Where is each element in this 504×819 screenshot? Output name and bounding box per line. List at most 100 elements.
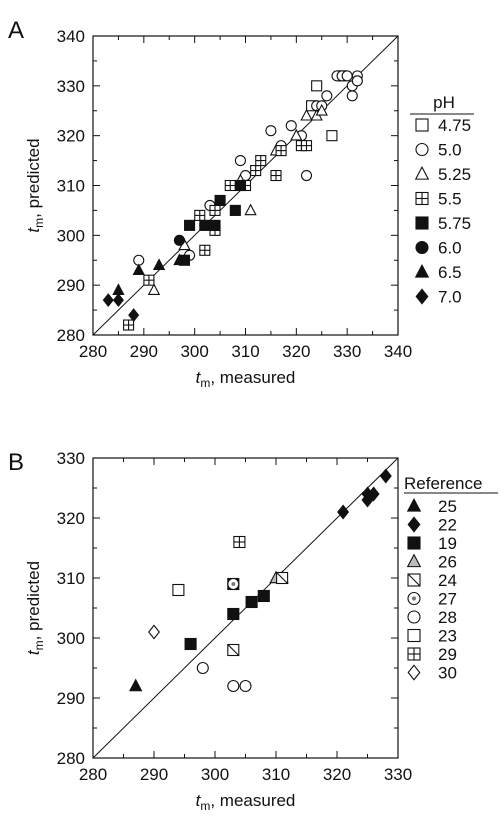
legend-label: 24 [438,571,457,590]
data-point [275,145,287,157]
data-point [351,75,363,87]
legend-marker [407,664,421,681]
y-tick-label: 300 [57,226,85,245]
x-tick-label: 320 [282,342,310,361]
data-point [229,204,241,216]
legend-label: 22 [438,516,457,535]
legend-label: 5.25 [438,165,471,184]
data-point [379,468,392,484]
legend-label: 6.0 [438,239,462,258]
data-point [234,179,246,192]
legend-title: pH [433,93,455,112]
data-point [245,595,258,609]
data-point [233,535,246,549]
legend-marker [407,591,421,606]
data-point [227,577,240,591]
data-point [129,678,143,692]
legend-item: 7.0 [415,288,462,307]
panel-label: B [8,449,24,476]
data-point [173,234,185,246]
data-point [227,643,240,657]
data-point [199,219,211,231]
data-point [173,253,186,266]
legend-item: 26 [406,553,457,572]
legend-marker [407,647,421,661]
legend-marker [407,628,421,643]
data-point [300,140,313,152]
legend-label: 29 [438,645,457,664]
data-point [132,263,145,276]
data-point [250,165,262,177]
x-axis-label: tm, measured [196,791,296,813]
data-point [184,637,197,651]
legend-item: 28 [407,608,457,627]
legend-marker [414,263,430,278]
x-tick-label: 320 [323,765,351,784]
data-point [123,319,135,331]
x-tick-label: 310 [262,765,290,784]
legend-marker [415,240,429,255]
data-point [184,219,196,231]
legend-label: 26 [438,553,457,572]
data-point [172,583,185,597]
legend-marker [415,118,429,132]
legend-marker [407,610,421,624]
legend-marker [406,553,422,568]
legend-item: 27 [407,590,457,609]
y-tick-label: 330 [57,449,85,468]
data-point [199,244,211,256]
legend-label: 19 [438,534,457,553]
y-tick-label: 300 [57,629,85,648]
x-tick-label: 280 [79,765,107,784]
y-tick-label: 290 [57,276,85,295]
data-point [257,589,270,603]
data-point [367,486,380,502]
legend-item: 5.5 [415,190,462,209]
data-point [209,204,221,216]
legend-label: 28 [438,608,457,627]
legend-label: 5.5 [438,190,462,209]
data-point [102,293,114,307]
y-tick-label: 310 [57,177,85,196]
legend-item: 29 [407,645,457,664]
legend-item: 6.5 [414,263,462,282]
legend-label: 5.0 [438,141,462,160]
x-axis-label: tm, measured [196,368,296,390]
legend-marker [407,536,421,550]
data-point [311,80,323,92]
legend-marker [414,165,430,180]
y-tick-label: 340 [57,27,85,46]
legend-marker [406,497,422,512]
data-point [194,209,206,221]
data-point [300,169,313,182]
data-point [244,203,257,216]
legend-marker [415,288,429,305]
data-point [214,194,226,206]
legend-marker [407,573,421,587]
legend-item: 4.75 [415,116,471,135]
data-point [128,308,140,322]
data-point [270,169,282,182]
data-point [227,607,240,621]
data-point [239,679,252,693]
data-point [148,624,160,640]
data-point [265,125,277,137]
y-tick-label: 290 [57,689,85,708]
x-tick-label: 310 [231,342,259,361]
legend-label: 30 [438,664,457,683]
x-tick-label: 330 [384,765,412,784]
legend-item: 5.75 [415,214,471,233]
legend-item: 22 [407,516,457,535]
legend-item: 23 [407,627,457,646]
legend-label: 4.75 [438,116,471,135]
x-tick-label: 290 [140,765,168,784]
legend-label: 25 [438,497,457,516]
data-point [147,283,161,295]
data-points [129,468,392,693]
x-tick-label: 340 [384,342,412,361]
legend-item: 25 [406,497,457,516]
legend-item: 30 [407,664,457,683]
data-point [112,283,125,295]
legend-marker [415,216,429,230]
